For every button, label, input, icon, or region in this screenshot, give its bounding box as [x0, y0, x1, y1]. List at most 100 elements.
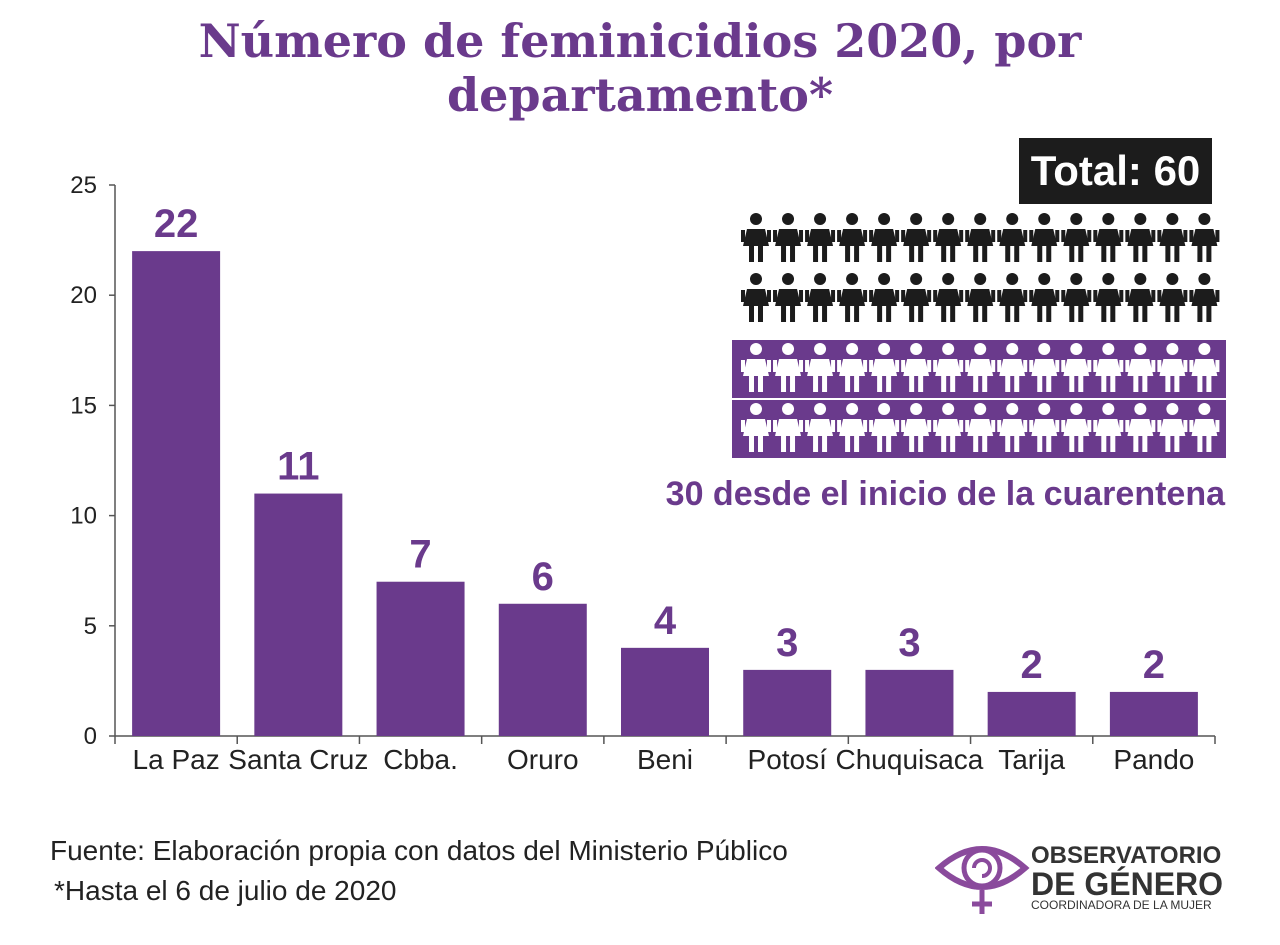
- bar: [132, 251, 221, 736]
- person-icon: [1093, 403, 1124, 452]
- person-icon: [997, 213, 1028, 262]
- person-icon: [1029, 213, 1060, 262]
- bar: [865, 669, 954, 736]
- person-icon: [965, 343, 996, 392]
- person-icon: [773, 343, 804, 392]
- person-icon: [965, 403, 996, 452]
- logo: OBSERVATORIO DE GÉNERO COORDINADORA DE L…: [935, 830, 1235, 920]
- person-icon: [1061, 403, 1092, 452]
- person-icon: [933, 213, 964, 262]
- bar: [987, 691, 1076, 736]
- person-icon: [901, 273, 932, 322]
- logo-line1: OBSERVATORIO: [1031, 842, 1222, 869]
- y-tick-label: 0: [84, 723, 97, 750]
- person-icon: [933, 403, 964, 452]
- bar: [254, 493, 343, 736]
- person-icon: [1093, 213, 1124, 262]
- person-icon: [1157, 403, 1188, 452]
- person-icon: [773, 273, 804, 322]
- person-icon: [901, 343, 932, 392]
- data-label: 3: [776, 621, 798, 665]
- category-label: Cbba.: [383, 744, 458, 775]
- bar: [498, 603, 587, 736]
- y-tick-label: 5: [84, 613, 97, 640]
- logo-line2: DE GÉNERO: [1031, 866, 1224, 902]
- person-icon: [805, 403, 836, 452]
- person-icon: [837, 213, 868, 262]
- category-label: Chuquisaca: [836, 744, 984, 775]
- person-icon: [965, 213, 996, 262]
- bar: [743, 669, 832, 736]
- person-icon: [805, 273, 836, 322]
- person-icon: [997, 273, 1028, 322]
- person-icon: [837, 403, 868, 452]
- person-icon: [1189, 213, 1220, 262]
- data-label: 6: [532, 555, 554, 599]
- total-badge: Total: 60: [1019, 138, 1212, 204]
- person-icon: [773, 213, 804, 262]
- person-icon: [1029, 273, 1060, 322]
- person-icon: [1125, 273, 1156, 322]
- person-icon: [997, 343, 1028, 392]
- person-icon: [933, 273, 964, 322]
- data-label: 2: [1021, 643, 1043, 687]
- person-icon: [1061, 343, 1092, 392]
- person-icon: [741, 403, 771, 452]
- category-label: Tarija: [998, 744, 1065, 775]
- person-icon: [933, 343, 964, 392]
- person-icon: [1061, 213, 1092, 262]
- bar: [1109, 691, 1198, 736]
- person-icon: [869, 343, 900, 392]
- person-icon: [1125, 343, 1156, 392]
- data-label: 22: [154, 202, 199, 246]
- source-note: Fuente: Elaboración propia con datos del…: [50, 835, 788, 866]
- category-label: Pando: [1113, 744, 1194, 775]
- person-icon: [1093, 273, 1124, 322]
- eye-female-symbol-icon: [935, 846, 1030, 914]
- person-icon: [805, 343, 836, 392]
- person-icon: [1157, 213, 1188, 262]
- person-icon: [869, 213, 900, 262]
- quarantine-caption: 30 desde el inicio de la cuarentena: [665, 475, 1225, 513]
- bar: [376, 581, 465, 736]
- person-icon: [997, 403, 1028, 452]
- person-icon: [837, 343, 868, 392]
- person-icon: [1061, 273, 1092, 322]
- category-label: Oruro: [507, 744, 579, 775]
- category-label: La Paz: [133, 744, 220, 775]
- person-icon: [1029, 343, 1060, 392]
- person-icon: [1157, 343, 1188, 392]
- bars: [132, 251, 1198, 736]
- category-label: Beni: [637, 744, 693, 775]
- person-icon: [869, 403, 900, 452]
- logo-line3: COORDINADORA DE LA MUJER: [1031, 898, 1212, 912]
- person-icon: [741, 343, 771, 392]
- data-label: 3: [898, 621, 920, 665]
- data-label: 4: [654, 599, 677, 643]
- person-icon: [1125, 403, 1156, 452]
- footnote: *Hasta el 6 de julio de 2020: [54, 875, 397, 906]
- person-icon: [1189, 273, 1220, 322]
- person-icon: [773, 403, 804, 452]
- person-icon: [869, 273, 900, 322]
- y-tick-label: 10: [70, 503, 97, 530]
- person-icon: [805, 213, 836, 262]
- y-tick-label: 20: [70, 282, 97, 309]
- person-icon: [1093, 343, 1124, 392]
- y-tick-label: 15: [70, 392, 97, 419]
- person-icon: [1189, 343, 1220, 392]
- person-icon: [901, 403, 932, 452]
- category-label: Santa Cruz: [228, 744, 368, 775]
- person-icon: [901, 213, 932, 262]
- person-icon: [1125, 213, 1156, 262]
- person-icon: [837, 273, 868, 322]
- data-label: 7: [409, 533, 431, 577]
- person-icon: [965, 273, 996, 322]
- person-icon: [741, 213, 771, 262]
- person-icon: [741, 273, 771, 322]
- person-icon: [1189, 403, 1220, 452]
- category-label: Potosí: [748, 744, 828, 775]
